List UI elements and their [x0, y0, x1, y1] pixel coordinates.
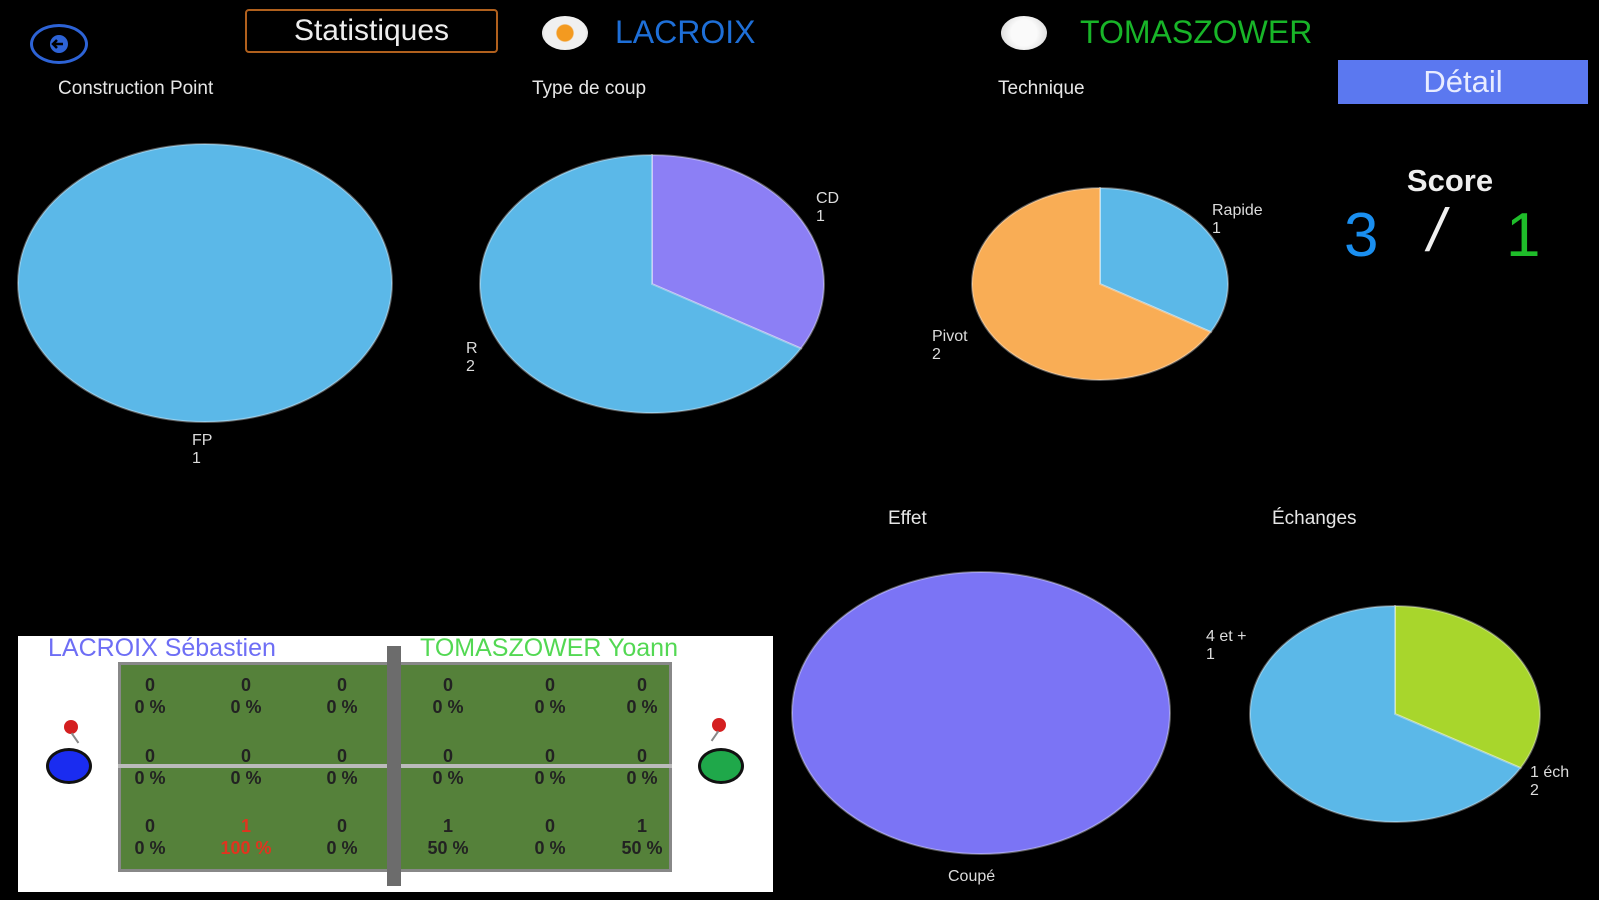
statistics-button[interactable]: Statistiques — [245, 9, 498, 53]
zone-percent: 0 % — [432, 697, 464, 717]
score-player2: 1 — [1506, 201, 1541, 270]
zone-percent: 0 % — [134, 838, 166, 858]
zone-percent: 50 % — [621, 838, 663, 858]
pie-label: FP 1 — [192, 432, 213, 467]
detail-button[interactable]: Détail — [1338, 60, 1588, 104]
pie-slice-4-et- — [1394, 604, 1541, 770]
paddle-icon — [64, 720, 78, 734]
zone-percent: 0 % — [134, 697, 166, 717]
construction-pie-chart — [17, 143, 393, 423]
echanges-title: Échanges — [1272, 508, 1357, 529]
construction-title: Construction Point — [58, 78, 214, 99]
pie-label: 1 éch 2 — [1530, 764, 1570, 799]
player2-radio[interactable] — [1001, 16, 1047, 50]
zone-count: 1 — [240, 816, 251, 836]
effet-pie-chart — [791, 571, 1171, 855]
zone-count: 0 — [636, 746, 647, 766]
zone-percent: 0 % — [230, 697, 262, 717]
player1-name[interactable]: LACROIX — [615, 14, 756, 50]
zone-count: 0 — [144, 816, 155, 836]
zone-count: 0 — [544, 675, 555, 695]
score-player1: 3 — [1344, 201, 1379, 270]
back-arrow-icon — [50, 35, 68, 53]
technique-title: Technique — [998, 78, 1085, 99]
table-net — [387, 646, 401, 886]
zone-count: 1 — [442, 816, 453, 836]
pie-label: CD 1 — [816, 190, 840, 225]
score-separator: / — [1428, 197, 1445, 264]
back-button[interactable] — [30, 24, 88, 64]
technique-pie-chart — [971, 186, 1229, 381]
zone-percent: 0 % — [626, 697, 658, 717]
zone-count: 0 — [442, 746, 453, 766]
effet-title: Effet — [888, 508, 927, 529]
pie-label: 4 et +1 — [1206, 628, 1247, 663]
player1-radio[interactable] — [542, 16, 588, 50]
zone-percent: 50 % — [427, 838, 469, 858]
zone-count: 0 — [636, 675, 647, 695]
zone-percent: 0 % — [626, 768, 658, 788]
zone-count: 0 — [336, 816, 347, 836]
pie-slice-pivot — [971, 186, 1213, 381]
pie-slice-fp — [17, 143, 393, 423]
court-zone[interactable]: 1 50 % — [402, 815, 494, 859]
zone-count: 0 — [442, 675, 453, 695]
zone-count: 0 — [336, 746, 347, 766]
court-player2-name: TOMASZOWER Yoann — [420, 634, 678, 662]
pie-slice-rapide — [1099, 186, 1229, 334]
pie-slice-cd — [651, 153, 825, 350]
zone-percent: 0 % — [230, 768, 262, 788]
echanges-pie-chart — [1249, 604, 1541, 823]
zone-percent: 0 % — [326, 697, 358, 717]
pie-label: Pivot 2 — [932, 328, 968, 363]
zone-count: 0 — [144, 675, 155, 695]
zone-percent: 0 % — [534, 768, 566, 788]
zone-percent: 0 % — [134, 768, 166, 788]
pie-slice-coup- — [791, 571, 1171, 855]
zone-percent: 100 % — [220, 838, 272, 858]
pie-label: Coupé — [948, 868, 996, 885]
zone-count: 0 — [544, 816, 555, 836]
player2-name[interactable]: TOMASZOWER — [1080, 14, 1313, 50]
player1-marker — [46, 748, 92, 784]
zone-count: 0 — [240, 746, 251, 766]
court-zone[interactable]: 1 100 % — [200, 815, 292, 859]
zone-percent: 0 % — [326, 768, 358, 788]
zone-percent: 0 % — [534, 697, 566, 717]
zone-count: 0 — [144, 746, 155, 766]
zone-percent: 0 % — [432, 768, 464, 788]
zone-count: 0 — [544, 746, 555, 766]
zone-count: 0 — [240, 675, 251, 695]
pie-label: Rapide 1 — [1212, 202, 1263, 237]
zone-count: 0 — [336, 675, 347, 695]
pie-slice-1-ch — [1249, 604, 1523, 823]
pie-slice-r — [479, 153, 803, 414]
type-coup-pie-chart — [479, 153, 825, 414]
court-player1-name: LACROIX Sébastien — [48, 634, 276, 662]
zone-percent: 0 % — [326, 838, 358, 858]
zone-count: 1 — [636, 816, 647, 836]
paddle-icon — [712, 718, 726, 732]
court-zone[interactable]: 1 50 % — [596, 815, 688, 859]
zone-percent: 0 % — [534, 838, 566, 858]
type-coup-title: Type de coup — [532, 78, 647, 99]
player2-marker — [698, 748, 744, 784]
score-title: Score — [1406, 163, 1494, 198]
